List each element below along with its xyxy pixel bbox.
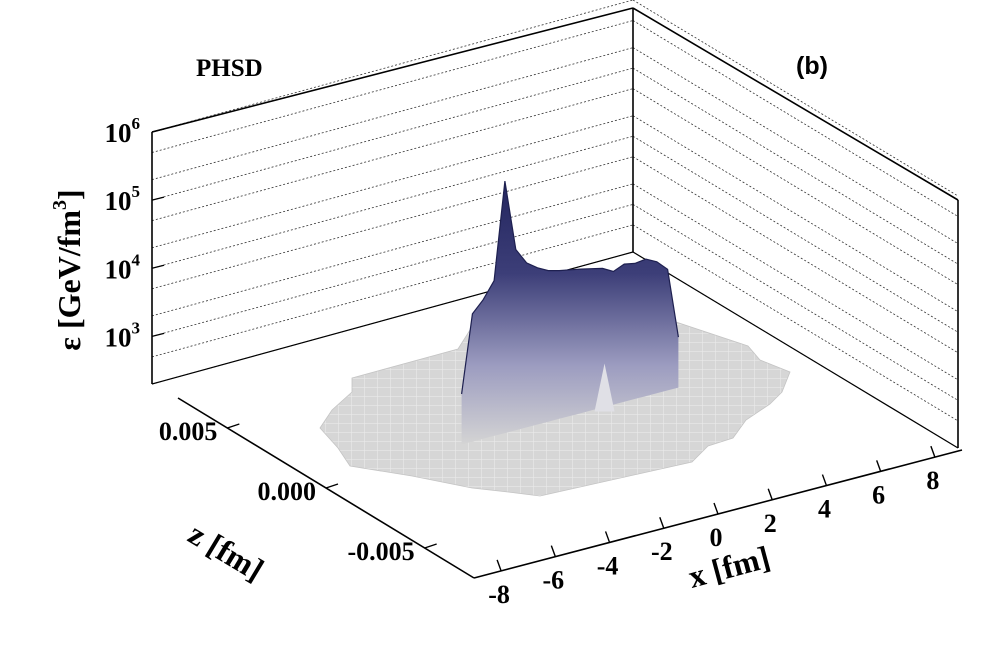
back-walls bbox=[151, 0, 959, 449]
z-tick-2 bbox=[227, 423, 240, 429]
chart-title: PHSD bbox=[196, 55, 263, 82]
grid-line-left-12 bbox=[151, 156, 634, 290]
epsilon-axis-label: ε [GeV/fm3] bbox=[49, 189, 87, 350]
grid-line-left-26 bbox=[151, 67, 634, 201]
surface-peak bbox=[461, 181, 679, 445]
grid-line-left-8 bbox=[151, 203, 634, 337]
x-tick-5 bbox=[767, 488, 773, 501]
epsilon-tick-label-1: 104 bbox=[105, 250, 141, 284]
epsilon-tick-2 bbox=[151, 196, 165, 201]
panel-label: (b) bbox=[796, 52, 828, 80]
epsilon-tick-0 bbox=[151, 332, 165, 338]
grid-line-right-12 bbox=[632, 156, 959, 354]
x-tick-label-6: 4 bbox=[818, 495, 831, 524]
z-axis-label: z [fm] bbox=[182, 515, 270, 587]
epsilon-tick-exp-3: 6 bbox=[132, 114, 141, 133]
x-tick-2 bbox=[604, 531, 611, 543]
grid-line-right-8 bbox=[632, 204, 959, 401]
surface-ridge-line bbox=[461, 181, 679, 395]
epsilon-tick-base-2: 10 bbox=[105, 186, 132, 216]
grid-line-left-9 bbox=[151, 183, 634, 317]
grid-line-left-35 bbox=[151, 0, 634, 133]
x-tick-0 bbox=[496, 559, 502, 572]
grid-line-right-9 bbox=[632, 183, 959, 381]
z-tick-label-2: 0.005 bbox=[159, 417, 218, 446]
epsilon-tick-base-3: 10 bbox=[105, 118, 132, 148]
left-back-wall bbox=[152, 8, 633, 384]
epsilon-tick-1 bbox=[151, 264, 165, 269]
epsilon-tick-base-0: 10 bbox=[105, 322, 132, 352]
z-ticks: -0.005 0.000 0.005 bbox=[159, 417, 437, 566]
epsilon-tick-exp-0: 3 bbox=[132, 318, 141, 337]
x-tick-label-5: 2 bbox=[764, 509, 777, 538]
epsilon-unit-close: ] bbox=[51, 189, 87, 200]
grid-lines bbox=[151, 0, 959, 449]
epsilon-symbol: ε bbox=[51, 337, 87, 351]
x-tick-7 bbox=[876, 460, 882, 472]
x-tick-3 bbox=[659, 516, 665, 529]
x-ticks: -8 -6 -4 -2 0 2 4 6 8 bbox=[488, 445, 939, 609]
x-axis-label: x [fm] bbox=[684, 539, 773, 595]
z-tick-label-0: -0.005 bbox=[347, 537, 414, 566]
x-tick-1 bbox=[550, 545, 556, 557]
x-tick-label-1: -6 bbox=[542, 566, 564, 595]
grid-line-right-3 bbox=[632, 224, 959, 422]
grid-line-left-18 bbox=[151, 115, 634, 249]
x-tick-label-0: -8 bbox=[488, 580, 510, 609]
grid-line-left-21 bbox=[151, 88, 634, 222]
grid-line-left-17 bbox=[151, 135, 634, 269]
epsilon-tick-label-0: 103 bbox=[105, 318, 141, 352]
x-tick-label-7: 6 bbox=[872, 480, 885, 509]
grid-line-left-3 bbox=[151, 224, 634, 358]
grid-line-right-18 bbox=[632, 115, 959, 313]
grid-line-right-21 bbox=[632, 88, 959, 285]
x-tick-6 bbox=[821, 474, 828, 486]
epsilon-tick-label-2: 105 bbox=[105, 182, 141, 216]
epsilon-tick-label-3: 106 bbox=[105, 114, 141, 148]
epsilon-unit: [GeV/fm bbox=[51, 210, 87, 329]
x-tick-4 bbox=[713, 502, 719, 515]
z-tick-1 bbox=[325, 483, 339, 489]
wall-bottom-right bbox=[632, 251, 959, 449]
epsilon-tick-3 bbox=[151, 128, 165, 133]
grid-line-left-27 bbox=[151, 47, 634, 181]
z-tick-0 bbox=[424, 543, 437, 549]
epsilon-tick-exp-1: 4 bbox=[132, 250, 141, 269]
x-tick-label-3: -2 bbox=[651, 537, 673, 566]
z-tick-label-1: 0.000 bbox=[258, 477, 317, 506]
surface-notch bbox=[594, 363, 615, 412]
epsilon-unit-exponent: 3 bbox=[49, 200, 71, 210]
grid-line-left-30 bbox=[151, 20, 634, 153]
grid-line-right-26 bbox=[632, 67, 959, 265]
epsilon-tick-base-1: 10 bbox=[105, 254, 132, 284]
wall-top-right bbox=[632, 7, 959, 201]
grid-line-right-30 bbox=[632, 20, 959, 217]
x-tick-label-4: 0 bbox=[710, 523, 723, 552]
x-tick-8 bbox=[930, 445, 936, 458]
right-back-wall bbox=[633, 8, 958, 448]
grid-line-right-35 bbox=[632, 0, 959, 197]
grid-line-right-27 bbox=[632, 47, 959, 244]
grid-line-right-17 bbox=[632, 135, 959, 333]
x-tick-label-8: 8 bbox=[926, 466, 939, 495]
surface-series bbox=[461, 181, 679, 445]
wall-top-left bbox=[151, 7, 634, 133]
x-tick-label-2: -4 bbox=[597, 551, 619, 580]
epsilon-tick-exp-2: 5 bbox=[132, 182, 141, 201]
